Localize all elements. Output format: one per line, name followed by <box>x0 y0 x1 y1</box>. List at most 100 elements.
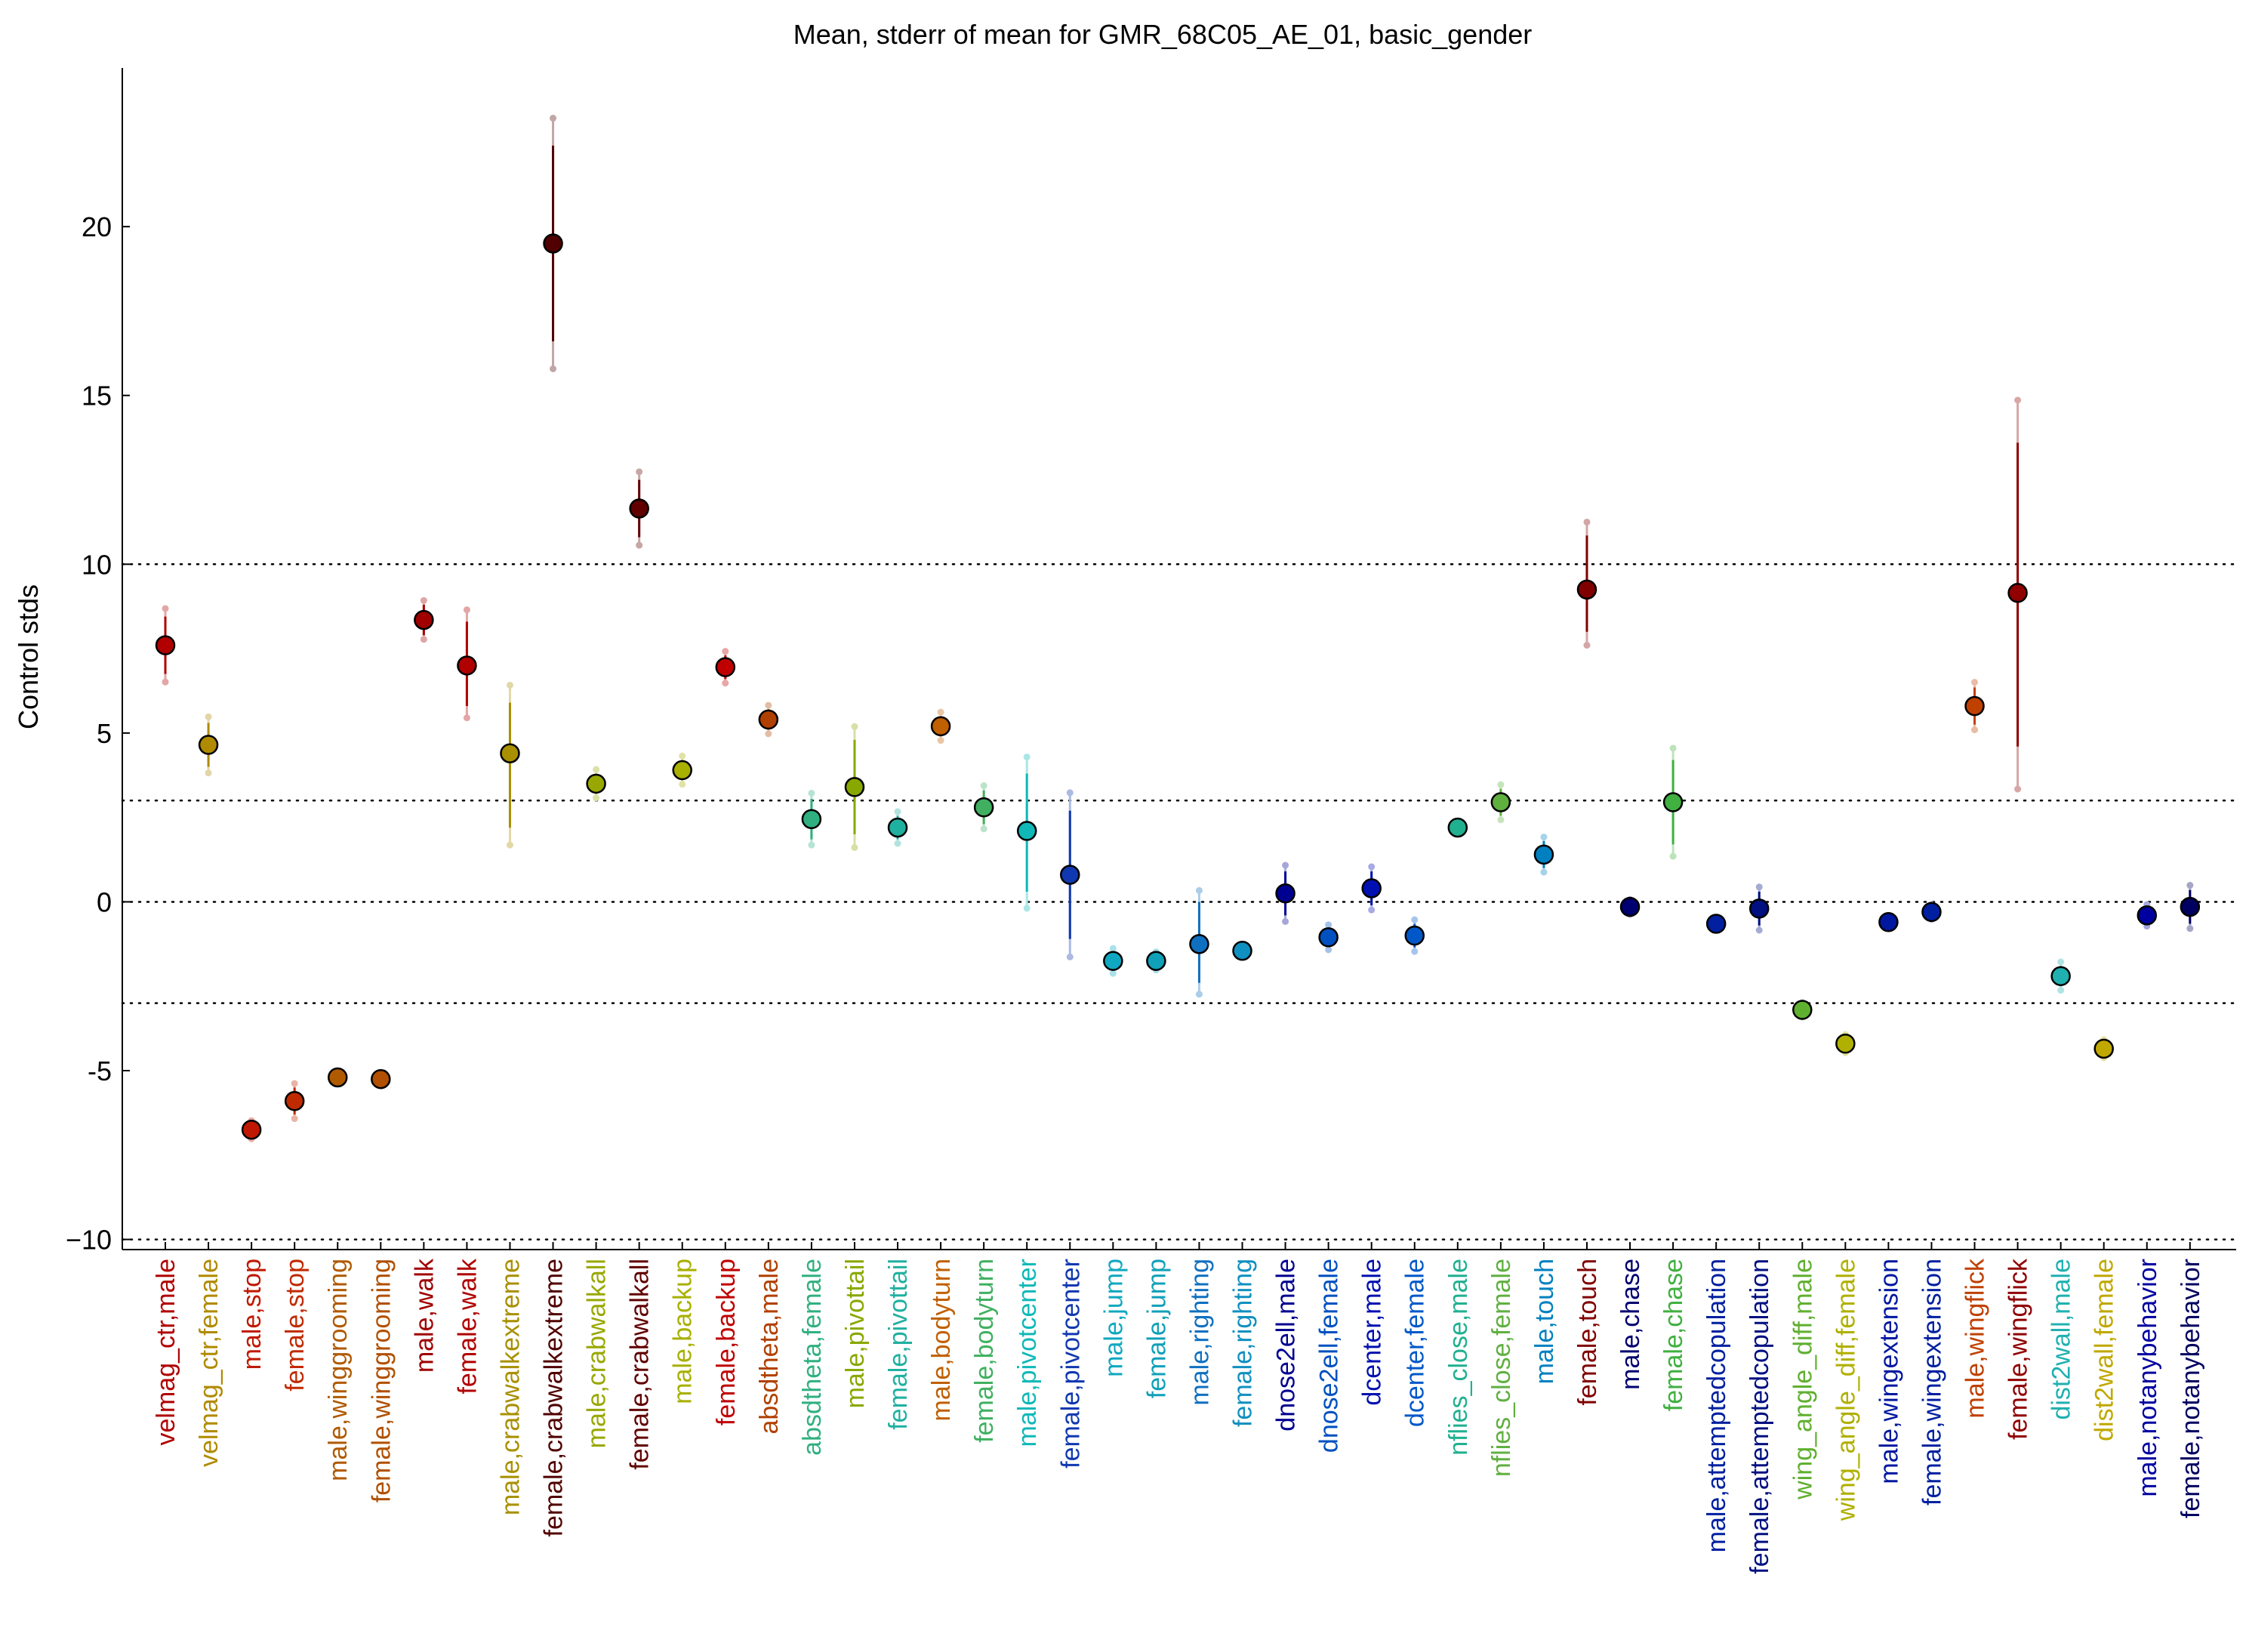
error-bar-cap <box>1368 863 1376 871</box>
error-bar-cap <box>205 769 212 777</box>
x-tick-label: female,crabwalkextreme <box>540 1259 568 1536</box>
data-points <box>155 233 2201 1140</box>
x-tick-label: male,wingextension <box>1875 1259 1903 1484</box>
error-bar-cap <box>1971 679 1979 686</box>
mean-point <box>1189 934 1209 954</box>
error-bar-cap <box>1971 726 1979 734</box>
error-bar-cap <box>1540 834 1548 841</box>
mean-point <box>2093 1038 2114 1059</box>
mean-point <box>1060 865 1080 885</box>
mean-point <box>371 1068 391 1090</box>
error-bar-cap <box>808 841 815 849</box>
y-tick-label: −10 <box>66 1225 112 1256</box>
error-bar-cap <box>2186 925 2194 932</box>
mean-point <box>1318 927 1339 948</box>
x-tick-label: female,backup <box>712 1259 741 1425</box>
mean-point <box>1361 878 1382 898</box>
x-tick-label: nflies_close,male <box>1444 1259 1473 1456</box>
x-tick-label: male,touch <box>1530 1259 1559 1384</box>
y-tick-label: 15 <box>82 381 112 411</box>
error-bar-cap <box>1023 905 1031 912</box>
mean-point <box>2050 966 2071 987</box>
mean-point <box>1404 925 1425 946</box>
error-bar-cap <box>1066 789 1074 797</box>
mean-point <box>155 635 176 655</box>
x-tick-label: velmag_ctr,female <box>195 1259 223 1467</box>
error-bar-cap <box>205 713 212 720</box>
error-bar-cap <box>1282 917 1289 925</box>
x-tick-label: male,jump <box>1099 1259 1128 1377</box>
error-bar-cap <box>1195 991 1203 998</box>
mean-point <box>1447 817 1468 838</box>
x-tick-label: female,pivotcenter <box>1056 1259 1085 1469</box>
x-tick-label: female,notanybehavior <box>2177 1259 2205 1518</box>
x-tick-label: male,wingflick <box>1961 1258 1990 1419</box>
error-bar-cap <box>1066 953 1074 960</box>
mean-point <box>1576 579 1597 600</box>
x-tick-label: dnose2ell,male <box>1272 1259 1301 1432</box>
x-tick-label: male,winggrooming <box>324 1259 353 1481</box>
mean-point <box>930 716 951 737</box>
error-bar-cap <box>1325 946 1333 954</box>
error-bars <box>162 115 2194 1142</box>
x-tick-labels: velmag_ctr,male velmag_ctr,female male,sto… <box>152 1258 2205 1574</box>
mean-point <box>241 1120 262 1140</box>
x-tick-label: female,jump <box>1142 1259 1171 1398</box>
error-bar-cap <box>1411 916 1419 923</box>
mean-point <box>1921 902 1942 923</box>
x-tick-label: male,crabwalkextreme <box>496 1259 525 1515</box>
mean-point <box>758 709 779 730</box>
error-bar-cap <box>550 115 557 122</box>
y-axis-ticks: −10 -5 0 5 10 15 20 <box>66 211 130 1256</box>
error-bar-cap <box>1325 921 1333 929</box>
error-bar-cap <box>1109 969 1117 977</box>
error-bar-cap <box>420 636 427 643</box>
x-tick-label: male,righting <box>1185 1259 1214 1406</box>
mean-point <box>1792 1000 1813 1020</box>
error-bar-cap <box>593 794 600 802</box>
x-axis-ticks <box>165 1242 2191 1250</box>
mean-point <box>414 609 434 630</box>
x-tick-label: female,wingflick <box>2004 1258 2033 1440</box>
mean-point <box>801 809 822 830</box>
x-tick-label: female,bodyturn <box>970 1259 999 1443</box>
mean-point <box>1748 898 1770 919</box>
x-tick-label: female,righting <box>1229 1259 1258 1427</box>
mean-point <box>327 1067 348 1088</box>
x-tick-label: dist2wall,male <box>2047 1259 2076 1420</box>
error-bar-cap <box>636 468 643 476</box>
y-tick-label: 0 <box>97 886 112 917</box>
error-bar-cap <box>463 606 470 614</box>
mean-point <box>2137 905 2158 926</box>
x-tick-label: dcenter,female <box>1401 1259 1430 1427</box>
mean-point <box>1016 821 1037 841</box>
error-bar-cap <box>2057 958 2065 966</box>
error-bar-cap <box>980 825 987 833</box>
x-tick-label: dcenter,male <box>1358 1259 1387 1406</box>
error-bar-cap <box>1497 781 1505 788</box>
error-bar-cap <box>291 1080 298 1087</box>
x-tick-label: male,pivotcenter <box>1013 1259 1042 1447</box>
mean-point <box>715 657 736 677</box>
mean-point <box>543 233 563 254</box>
error-bar-cap <box>2014 396 2022 404</box>
error-bar-cap <box>765 701 772 709</box>
y-tick-label: 10 <box>82 549 112 580</box>
x-tick-label: absdtheta,male <box>755 1259 784 1435</box>
error-bar-cap <box>1368 906 1376 914</box>
mean-point <box>1146 951 1166 971</box>
x-tick-label: male,chase <box>1616 1259 1645 1390</box>
x-tick-label: female,crabwalkall <box>626 1259 655 1470</box>
mean-point <box>844 777 865 797</box>
x-tick-label: female,chase <box>1659 1259 1688 1411</box>
error-bar-cap <box>894 808 901 815</box>
x-tick-label: absdtheta,female <box>798 1259 827 1456</box>
mean-point <box>1878 912 1899 932</box>
error-bar-cap <box>851 723 858 730</box>
x-tick-label: female,stop <box>281 1259 310 1392</box>
error-bar-cap <box>808 790 815 797</box>
error-bar-cap <box>1497 816 1505 824</box>
y-tick-label: -5 <box>88 1056 112 1086</box>
y-axis-label: Control stds <box>13 584 44 729</box>
error-bar-cap <box>722 680 729 687</box>
